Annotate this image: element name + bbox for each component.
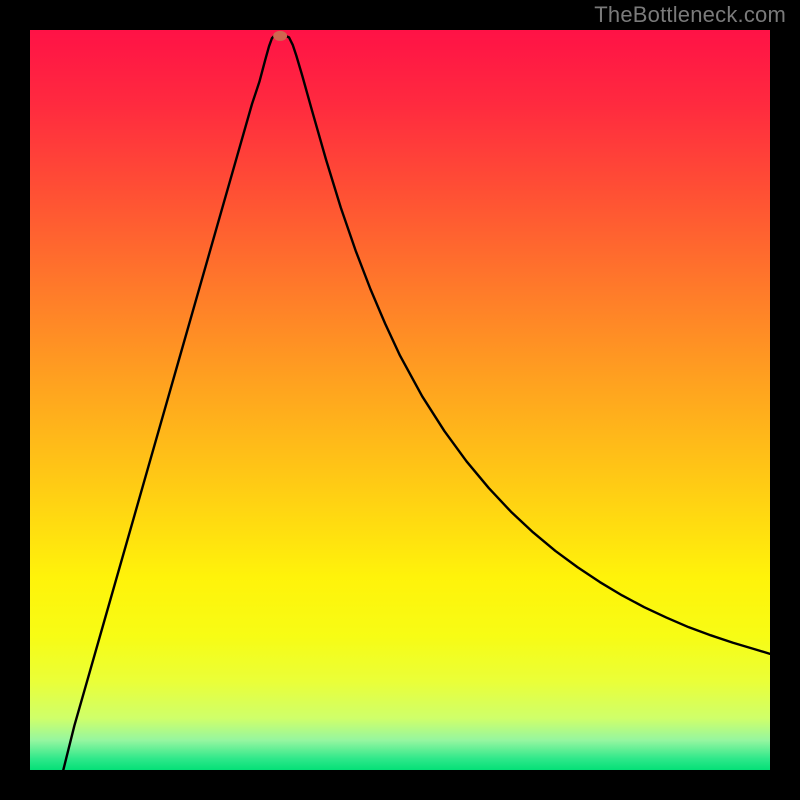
plot-svg <box>30 30 770 770</box>
plot-area <box>30 30 770 770</box>
gradient-background <box>30 30 770 770</box>
chart-frame: TheBottleneck.com <box>0 0 800 800</box>
watermark-text: TheBottleneck.com <box>594 2 786 28</box>
optimum-marker <box>273 31 287 41</box>
